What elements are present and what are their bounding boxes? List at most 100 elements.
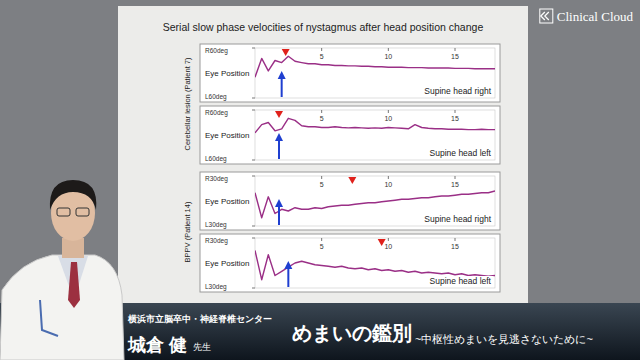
page: Clinical Cloud Serial slow phase velociti… [0, 0, 640, 360]
label-patch [450, 53, 460, 60]
x-tick [455, 110, 456, 113]
panel-box [200, 44, 500, 102]
panel-title: Supine head right [424, 214, 491, 224]
red-triangle [282, 49, 290, 56]
glasses [57, 208, 70, 216]
panel-title: Supine head right [424, 86, 491, 96]
panel: Eye PositionR30degL30deg51015Supine head… [200, 172, 500, 230]
x-tick-label: 15 [451, 53, 459, 60]
x-tick [388, 110, 389, 113]
label-patch [383, 53, 393, 60]
x-tick [388, 48, 389, 51]
x-tick-label: 10 [384, 181, 392, 188]
lanyard [40, 300, 58, 336]
blue-arrow-head [275, 199, 283, 207]
label-patch [450, 243, 460, 250]
y-tick-label: R30deg [205, 237, 228, 245]
blue-arrow [287, 267, 289, 287]
x-tick-label: 5 [320, 243, 324, 250]
label-patch [319, 181, 325, 188]
logo-text: Clinical Cloud [557, 9, 634, 24]
x-tick-label: 5 [320, 181, 324, 188]
blue-arrow [278, 139, 280, 159]
plot-frame [255, 176, 495, 226]
label-patch [319, 115, 325, 122]
x-tick [321, 48, 322, 51]
x-tick [388, 238, 389, 241]
label-patch [450, 181, 460, 188]
panel: Eye PositionR60degL60deg51015Supine head… [200, 106, 500, 164]
label-patch [450, 115, 460, 122]
y-label: Eye Position [205, 197, 249, 206]
blue-arrow-head [278, 71, 286, 79]
label-patch [422, 214, 493, 224]
x-tick-label: 15 [451, 115, 459, 122]
blue-arrow-head [284, 261, 292, 269]
red-triangle [378, 239, 386, 246]
panel-title: Supine head left [430, 276, 492, 286]
group-label: BPPV (Patient 14) [183, 201, 192, 262]
x-tick-label: 10 [384, 115, 392, 122]
plot-frame [255, 110, 495, 160]
panel-box [200, 106, 500, 164]
y-tick-label: R60deg [205, 47, 228, 55]
label-patch [422, 86, 493, 96]
y-label: Eye Position [205, 259, 249, 268]
slide [118, 6, 528, 306]
red-triangle [275, 111, 283, 118]
speaker-figure [0, 180, 124, 360]
panel-title: Supine head left [430, 148, 492, 158]
speaker-name: 城倉 健 [127, 335, 187, 355]
blue-arrow [281, 77, 283, 97]
y-label: Eye Position [205, 131, 249, 140]
y-tick [252, 288, 255, 289]
panel: Eye Position R30deg L30deg 5 10 15 Supine head… [200, 234, 500, 292]
institution: 横浜市立脳卒中・神経脊椎センター [127, 314, 272, 324]
y-tick-label: R30deg [205, 175, 228, 183]
logo-icon [541, 12, 549, 20]
label-patch [383, 115, 393, 122]
panel: Eye PositionR60degL60deg51015Supine head… [200, 44, 500, 102]
y-tick [252, 238, 255, 239]
hair [50, 180, 96, 210]
label-patch [428, 276, 494, 286]
panel-box [200, 234, 500, 292]
y-tick-label: L60deg [205, 155, 227, 163]
honorific: 先生 [193, 342, 211, 352]
slide-title: Serial slow phase velocities of nystagmu… [163, 21, 484, 33]
y-tick [252, 48, 255, 49]
blue-arrow-head [275, 133, 283, 141]
panel-box [200, 172, 500, 230]
y-tick [252, 226, 255, 227]
x-tick [455, 48, 456, 51]
y-tick-label: L60deg [205, 93, 227, 101]
x-tick-label: 5 [320, 115, 324, 122]
label-patch [383, 243, 393, 250]
red-triangle [348, 177, 356, 184]
group-label: Cerebellar lesion (Patient 7) [183, 57, 192, 150]
x-tick [321, 110, 322, 113]
x-tick [455, 238, 456, 241]
plot-frame [255, 48, 495, 98]
x-tick-label: 15 [451, 243, 459, 250]
x-tick [388, 176, 389, 179]
label-patch [428, 148, 494, 158]
blue-arrow [278, 205, 280, 225]
y-tick [252, 176, 255, 177]
x-tick-label: 5 [320, 53, 324, 60]
y-tick [252, 110, 255, 111]
plot-frame [255, 238, 495, 288]
y-tick-label: L30deg [205, 283, 227, 291]
tie [68, 262, 80, 308]
label-patch [319, 243, 325, 250]
x-tick-label: 10 [384, 53, 392, 60]
glasses [76, 208, 89, 216]
y-tick [252, 98, 255, 99]
y-tick-label: L30deg [205, 221, 227, 229]
x-tick-label: 10 [384, 243, 392, 250]
logo-icon [540, 9, 553, 23]
background [0, 0, 640, 360]
x-tick [321, 238, 322, 241]
lecture-subtitle: ~中枢性めまいを見逃さないために~ [415, 333, 593, 345]
label-patch [383, 181, 393, 188]
